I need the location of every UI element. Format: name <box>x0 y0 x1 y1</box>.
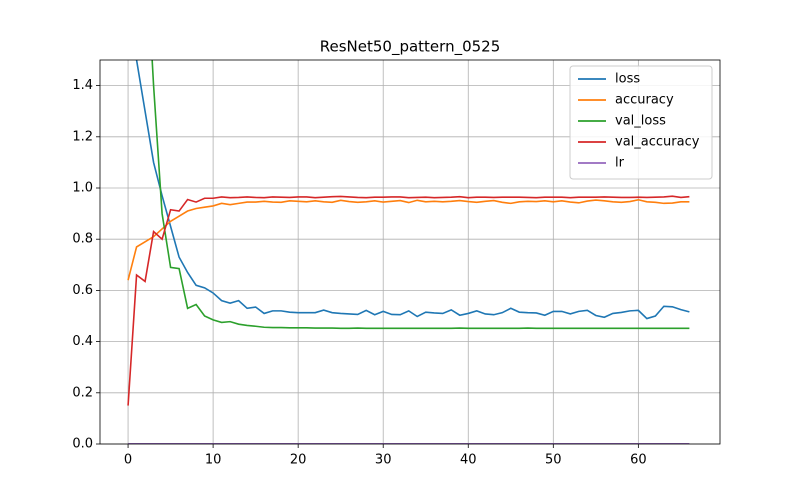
y-tick-label: 0.8 <box>72 232 93 247</box>
plot-frame <box>99 59 721 445</box>
series-line <box>151 60 690 330</box>
y-tick-label: 0.4 <box>72 334 93 349</box>
y-tick-label: 0.6 <box>72 283 93 298</box>
series-line <box>135 60 690 320</box>
chart-title: ResNet50_pattern_0525 <box>320 38 501 57</box>
legend-label: val_accuracy <box>615 135 700 150</box>
x-tick-label: 40 <box>460 453 477 468</box>
y-tick-label: 1.0 <box>72 181 93 196</box>
series-line <box>127 198 690 281</box>
y-tick-label: 1.2 <box>72 129 93 144</box>
legend-label: val_loss <box>615 114 666 129</box>
y-tick-label: 0.0 <box>72 437 93 452</box>
x-tick-label: 20 <box>290 453 307 468</box>
x-tick-label: 60 <box>630 453 647 468</box>
y-tick-label: 0.2 <box>72 385 93 400</box>
x-tick-label: 50 <box>545 453 562 468</box>
x-tick-label: 0 <box>124 453 132 468</box>
legend-label: loss <box>615 72 640 87</box>
legend-label: accuracy <box>615 93 674 108</box>
y-tick-label: 1.4 <box>72 78 93 93</box>
series-line <box>127 195 690 406</box>
legend-label: lr <box>615 156 625 171</box>
x-tick-label: 10 <box>205 453 222 468</box>
x-tick-label: 30 <box>375 453 392 468</box>
legend-box <box>569 65 713 180</box>
